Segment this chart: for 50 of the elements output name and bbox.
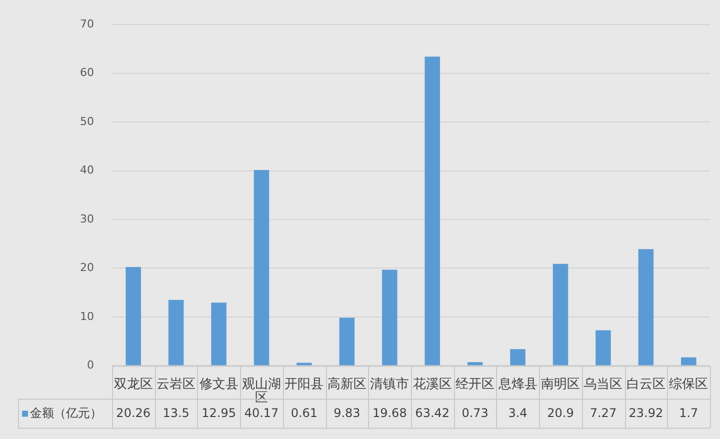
bar	[126, 266, 141, 366]
data-label: 20.9	[547, 406, 574, 420]
data-label: 7.27	[590, 406, 617, 420]
data-label: 19.68	[372, 406, 407, 420]
x-tick-label: 白云区	[626, 376, 666, 392]
x-tick-label: 高新区	[327, 376, 366, 392]
data-label: 20.26	[116, 406, 151, 420]
data-label: 3.4	[508, 406, 528, 420]
x-tick-label: 息烽县	[497, 376, 538, 392]
x-tick-label: 南明区	[541, 376, 580, 392]
bar	[467, 362, 483, 366]
x-tick-label: 综保区	[669, 376, 708, 392]
bar	[552, 264, 568, 366]
bar	[638, 249, 654, 366]
y-tick-label: 20	[80, 261, 94, 274]
x-tick-label: 开阳县	[284, 376, 324, 392]
data-label: 0.73	[462, 406, 488, 420]
x-tick-label: 花溪区	[412, 376, 452, 392]
y-tick-label: 40	[80, 164, 94, 177]
y-tick-label: 60	[80, 66, 94, 80]
x-tick-label: 云岩区	[156, 376, 196, 392]
bar	[596, 330, 611, 366]
y-tick-label: 50	[80, 114, 94, 128]
bar	[510, 349, 526, 366]
y-tick-label: 30	[80, 212, 94, 226]
x-tick-label: 修文县	[199, 376, 238, 392]
bar	[681, 357, 696, 366]
bar	[296, 362, 312, 366]
bar	[254, 170, 270, 366]
data-label: 13.5	[162, 406, 190, 420]
data-label: 9.83	[334, 406, 360, 420]
legend-label: 金额（亿元）	[30, 406, 102, 420]
bar	[339, 318, 355, 366]
data-label: 0.61	[290, 406, 318, 420]
x-tick-label: 乌当区	[584, 376, 623, 392]
y-tick-label: 70	[80, 17, 94, 30]
bar	[382, 270, 398, 366]
data-label: 40.17	[244, 406, 279, 420]
data-label: 63.42	[415, 406, 450, 420]
data-label: 12.95	[202, 406, 236, 420]
y-tick-label: 10	[80, 310, 94, 323]
x-tick-label: 清镇市	[370, 376, 410, 392]
bar	[211, 302, 226, 366]
bar	[168, 300, 184, 366]
data-label: 1.7	[679, 406, 698, 420]
x-tick-label: 经开区	[456, 376, 495, 392]
x-tick-label: 双龙区	[114, 376, 153, 392]
data-label: 23.92	[628, 406, 664, 420]
y-tick-label: 0	[86, 358, 94, 372]
bar	[424, 56, 440, 366]
